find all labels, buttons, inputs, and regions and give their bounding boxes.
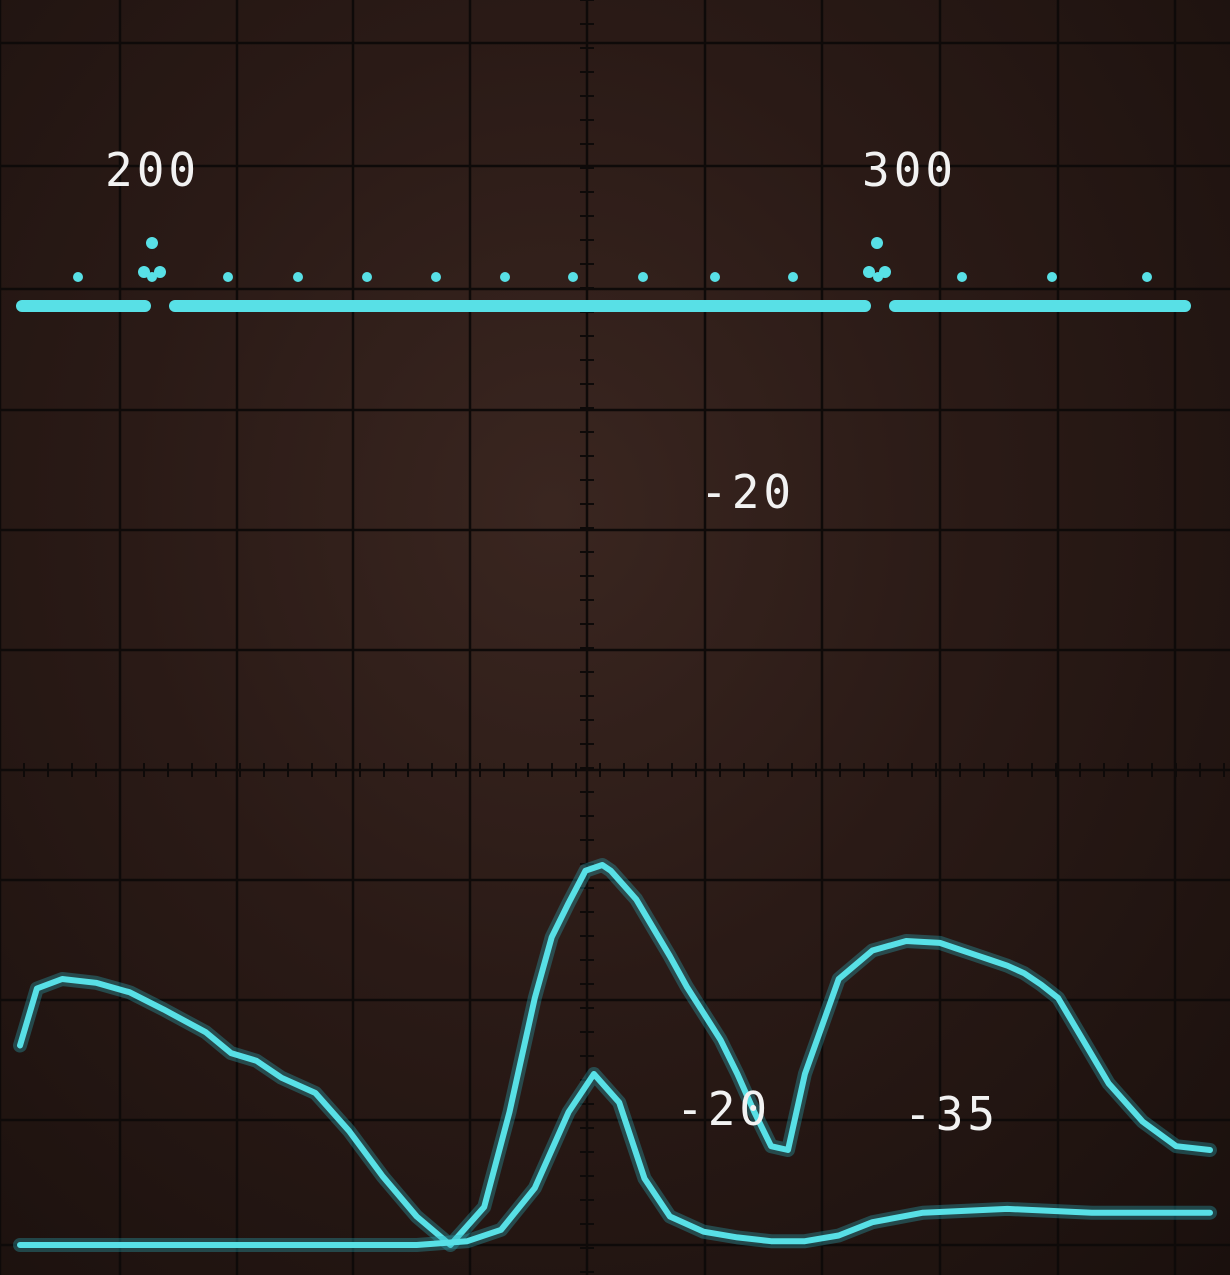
marker-major-right-0	[154, 266, 166, 278]
marker-pip-8	[638, 272, 648, 282]
series-line-secondary-response	[17, 1071, 1213, 1248]
marker-pip-12	[957, 272, 967, 282]
marker-pip-1	[147, 272, 157, 282]
marker-major-left-1	[863, 266, 875, 278]
marker-pip-0	[73, 272, 83, 282]
marker-pip-4	[362, 272, 372, 282]
annotation-notch: -35	[904, 1087, 999, 1141]
marker-major-left-0	[138, 266, 150, 278]
marker-pip-14	[1142, 272, 1152, 282]
marker-pip-10	[788, 272, 798, 282]
frequency-marker-trace	[16, 237, 1191, 312]
annotation-peak-secondary: -20	[676, 1082, 771, 1136]
annotation-peak-main: -20	[700, 465, 795, 519]
series-glow-main-response	[13, 858, 1217, 1252]
marker-label-200: 200	[105, 143, 200, 197]
marker-major-top-0	[146, 237, 158, 249]
marker-label-300: 300	[862, 143, 957, 197]
marker-pip-2	[223, 272, 233, 282]
marker-pip-13	[1047, 272, 1057, 282]
series-line-main-response	[17, 862, 1213, 1248]
response-traces	[13, 858, 1217, 1252]
marker-pip-3	[293, 272, 303, 282]
marker-pip-5	[431, 272, 441, 282]
marker-pip-6	[500, 272, 510, 282]
marker-pip-9	[710, 272, 720, 282]
marker-major-right-1	[879, 266, 891, 278]
marker-major-top-1	[871, 237, 883, 249]
marker-pip-7	[568, 272, 578, 282]
